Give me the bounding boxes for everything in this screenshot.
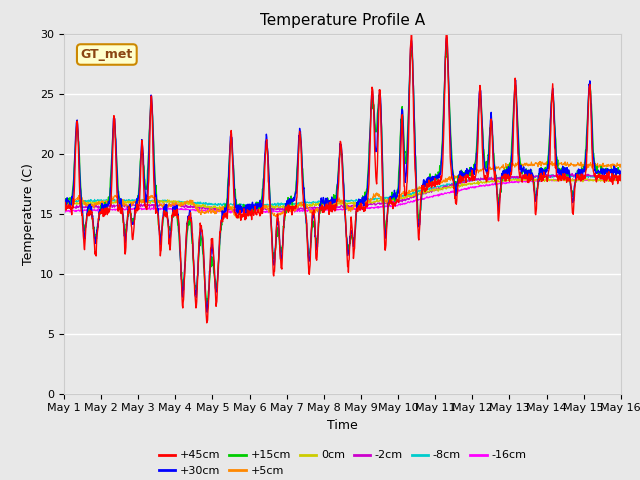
-16cm xyxy=(246,209,254,215)
-8cm xyxy=(60,199,68,205)
-2cm xyxy=(184,204,191,210)
-8cm xyxy=(237,204,244,209)
-2cm xyxy=(243,208,250,214)
+5cm xyxy=(617,164,625,170)
-16cm xyxy=(60,207,68,213)
-16cm xyxy=(605,176,612,181)
+15cm xyxy=(202,302,210,308)
+45cm xyxy=(184,218,191,224)
-16cm xyxy=(617,177,625,182)
+45cm xyxy=(552,165,559,171)
-8cm xyxy=(429,185,437,191)
0cm xyxy=(552,178,559,183)
0cm xyxy=(170,199,178,205)
-2cm xyxy=(246,206,254,212)
Line: +15cm: +15cm xyxy=(64,46,621,305)
+15cm xyxy=(184,226,191,231)
+30cm xyxy=(617,169,625,175)
-8cm xyxy=(552,173,559,179)
+5cm xyxy=(429,181,437,187)
+15cm xyxy=(429,176,437,182)
+30cm xyxy=(170,204,178,210)
0cm xyxy=(246,204,254,210)
+45cm xyxy=(429,181,437,187)
+30cm xyxy=(204,310,211,315)
-16cm xyxy=(170,206,178,212)
-2cm xyxy=(617,174,625,180)
Line: -8cm: -8cm xyxy=(64,175,621,206)
+15cm xyxy=(442,43,450,48)
+5cm xyxy=(552,161,559,167)
Line: -16cm: -16cm xyxy=(64,179,621,214)
+5cm xyxy=(246,210,254,216)
Text: GT_met: GT_met xyxy=(81,48,133,61)
Line: +5cm: +5cm xyxy=(64,161,621,218)
-16cm xyxy=(502,180,509,186)
+30cm xyxy=(502,167,510,172)
-8cm xyxy=(184,200,191,206)
-16cm xyxy=(551,177,559,183)
+30cm xyxy=(443,35,451,40)
+5cm xyxy=(236,215,243,221)
0cm xyxy=(617,178,625,184)
-8cm xyxy=(548,172,556,178)
+5cm xyxy=(184,199,191,204)
-8cm xyxy=(170,199,178,204)
+45cm xyxy=(408,24,415,30)
+30cm xyxy=(184,215,191,220)
-2cm xyxy=(429,187,437,193)
X-axis label: Time: Time xyxy=(327,419,358,432)
+45cm xyxy=(246,213,254,218)
-8cm xyxy=(502,174,509,180)
Line: +30cm: +30cm xyxy=(64,37,621,312)
+45cm xyxy=(170,209,178,215)
Line: -2cm: -2cm xyxy=(64,173,621,211)
+5cm xyxy=(170,203,178,208)
Title: Temperature Profile A: Temperature Profile A xyxy=(260,13,425,28)
0cm xyxy=(60,200,68,206)
0cm xyxy=(545,176,552,181)
+30cm xyxy=(60,198,68,204)
0cm xyxy=(502,178,509,183)
+45cm xyxy=(60,201,68,206)
+5cm xyxy=(60,200,68,206)
+15cm xyxy=(60,200,68,206)
0cm xyxy=(429,186,437,192)
+45cm xyxy=(617,172,625,178)
+5cm xyxy=(502,160,509,166)
+15cm xyxy=(246,202,254,207)
-2cm xyxy=(170,202,178,207)
-2cm xyxy=(579,170,586,176)
Y-axis label: Temperature (C): Temperature (C) xyxy=(22,163,35,264)
0cm xyxy=(228,206,236,212)
+15cm xyxy=(170,206,178,212)
+15cm xyxy=(617,169,625,175)
+5cm xyxy=(537,158,545,164)
-2cm xyxy=(551,173,559,179)
-8cm xyxy=(617,176,625,181)
+30cm xyxy=(552,143,559,149)
+30cm xyxy=(246,205,254,211)
-2cm xyxy=(502,175,509,181)
+45cm xyxy=(203,320,211,326)
+15cm xyxy=(552,133,559,139)
-16cm xyxy=(248,211,255,216)
-16cm xyxy=(184,206,191,212)
Line: +45cm: +45cm xyxy=(64,27,621,323)
+30cm xyxy=(429,177,437,183)
+15cm xyxy=(502,168,510,174)
+45cm xyxy=(502,178,510,183)
Line: 0cm: 0cm xyxy=(64,179,621,209)
-2cm xyxy=(60,205,68,211)
0cm xyxy=(184,199,191,204)
-8cm xyxy=(246,203,254,208)
-16cm xyxy=(429,193,437,199)
Legend: +45cm, +30cm, +15cm, +5cm, 0cm, -2cm, -8cm, -16cm: +45cm, +30cm, +15cm, +5cm, 0cm, -2cm, -8… xyxy=(154,446,531,480)
